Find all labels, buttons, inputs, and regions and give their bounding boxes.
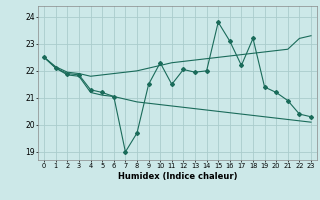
X-axis label: Humidex (Indice chaleur): Humidex (Indice chaleur) xyxy=(118,172,237,181)
